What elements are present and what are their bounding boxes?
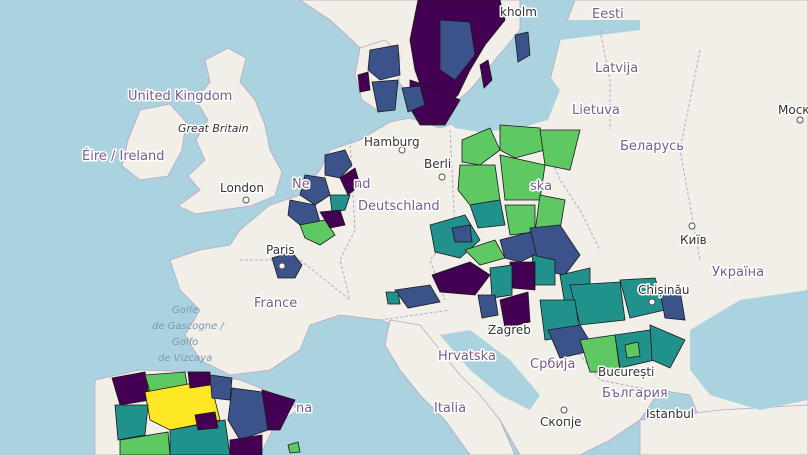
label-stockholm: kholm [500, 5, 537, 19]
label-bulgaria: България [602, 386, 668, 401]
region-denmark-zealand [401, 85, 426, 113]
baltic-sea [440, 70, 560, 132]
region-ro-south [579, 334, 621, 373]
region-nl-3 [299, 174, 331, 206]
city-dot-hamburg [398, 146, 406, 154]
region-ro-dobrogea [649, 324, 686, 369]
city-dot-kyiv [688, 222, 696, 230]
region-nl-2 [339, 167, 361, 196]
city-dot-paris [278, 262, 286, 270]
label-latvija: Latvija [595, 61, 638, 76]
choropleth-regions [111, 0, 686, 455]
region-es-extremadura [119, 431, 171, 455]
land-anatolia [639, 404, 808, 455]
region-ro-bucharest [624, 341, 641, 359]
land-great-britain [177, 47, 283, 215]
label-skopje: Скопје [540, 415, 582, 429]
label-moskva: Моск [778, 103, 808, 117]
label-eire: Éire / Ireland [82, 148, 165, 164]
region-hu-west [489, 264, 513, 299]
label-istanbul: Istanbul [646, 407, 694, 421]
region-be-3 [319, 209, 346, 229]
city-dot-chisinau [648, 298, 656, 306]
city-dot-moskva [796, 116, 804, 124]
region-ro-east [659, 289, 686, 321]
region-hu-south [499, 291, 531, 329]
label-golfe-4: de Vizcaya [158, 353, 212, 364]
label-great-britain: Great Britain [178, 122, 249, 135]
region-es-aragon [227, 387, 269, 441]
region-es-catalunya [261, 389, 296, 431]
region-nl-4 [329, 194, 351, 213]
city-markers [242, 116, 804, 414]
label-london: London [220, 181, 264, 195]
land-ireland [121, 103, 187, 181]
label-berlin: Berli [424, 157, 451, 171]
city-dot-zagreb [488, 324, 496, 332]
label-bucuresti: București [598, 365, 654, 379]
adriatic-sea [440, 330, 540, 410]
label-chisinau: Chișinău [638, 283, 689, 297]
label-italia: Italia [434, 401, 466, 416]
region-hu-budapest [509, 261, 536, 291]
region-at-1 [431, 261, 491, 296]
city-dot-london [242, 196, 250, 204]
label-polska: ska [530, 179, 552, 194]
label-espana-end: na [296, 401, 312, 416]
gulf-finland [540, 20, 640, 40]
label-paris: Paris [266, 243, 295, 257]
black-sea [690, 290, 808, 410]
label-golfe-3: Golfo [172, 337, 198, 348]
region-gotland [514, 31, 531, 63]
region-at-4 [477, 294, 499, 319]
label-golfe-2: de Gascogne / [152, 321, 225, 332]
region-pl-slaskie [469, 199, 506, 229]
label-france: France [254, 296, 297, 311]
region-es-portugal-n [114, 404, 149, 441]
region-be-2 [299, 219, 336, 246]
region-hu-north [531, 254, 556, 286]
city-dot-skopje [560, 406, 568, 414]
region-denmark-jutland-s [371, 79, 399, 113]
mediterranean-sea [290, 395, 450, 455]
label-srbija: Србија [530, 357, 575, 372]
region-pl-pomorskie [461, 127, 501, 166]
region-sweden-mid [439, 19, 476, 81]
region-es-baleares [287, 441, 301, 454]
region-denmark-bornholm [357, 71, 371, 93]
label-lietuva: Lietuva [572, 103, 620, 118]
region-cz-praha [451, 224, 473, 243]
region-es-pais-vasco [187, 371, 211, 389]
label-hamburg: Hamburg [364, 135, 420, 149]
region-nl-1 [324, 149, 353, 179]
region-at-2 [394, 284, 441, 309]
region-pl-warminsko [499, 124, 546, 159]
label-ukraina: Україна [712, 265, 764, 280]
label-hrvatska: Hrvatska [438, 349, 496, 364]
label-belarus: Беларусь [620, 139, 684, 154]
map-labels: kholm Eesti Latvija Lietuva Моск Беларус… [81, 4, 808, 431]
label-nederland: Ne [292, 177, 310, 192]
label-deutschland: Deutschland [358, 199, 440, 214]
label-united-kingdom: United Kingdom [128, 89, 232, 104]
label-golfe-1: Golfe [172, 305, 198, 316]
region-ro-center [569, 281, 626, 326]
region-es-navarra [209, 374, 233, 401]
label-eesti: Eesti [592, 7, 624, 22]
region-oland [479, 59, 493, 89]
label-zagreb: Zagreb [488, 323, 531, 337]
label-nederland-end: nd [354, 177, 371, 192]
region-pl-podlaskie [539, 129, 581, 171]
land-italy [384, 319, 516, 455]
region-es-madrid [194, 411, 219, 431]
region-at-3 [385, 291, 401, 305]
label-kyiv: Київ [680, 233, 707, 247]
region-ile-de-france [271, 251, 303, 279]
region-es-valencia [229, 434, 263, 455]
city-dot-berlin [438, 173, 446, 181]
region-denmark-jutland-n [367, 44, 401, 81]
